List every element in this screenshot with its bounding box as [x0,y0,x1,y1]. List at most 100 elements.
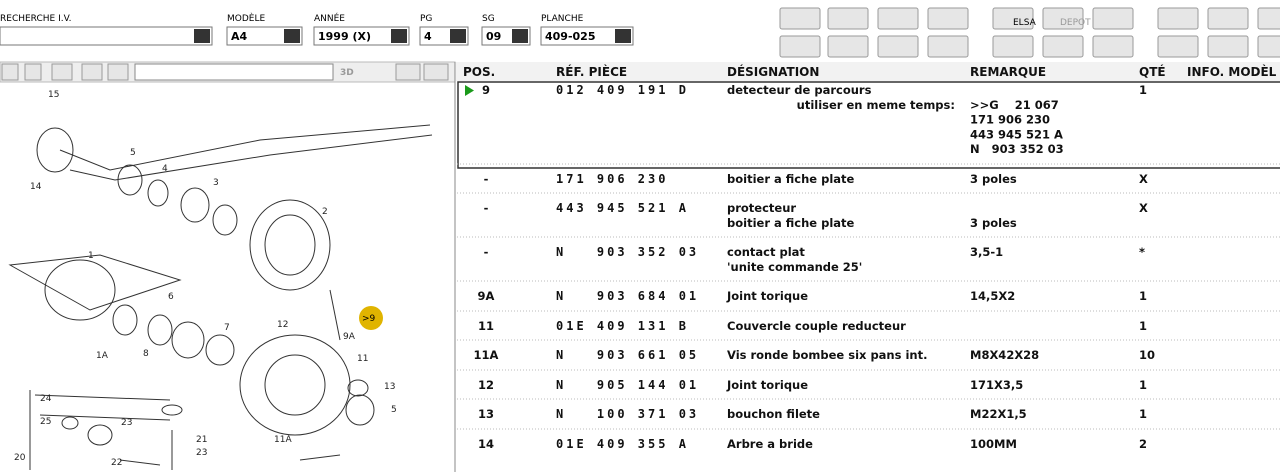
pos-cell[interactable]: - [484,245,489,259]
remark-cell: 171X3,5 [970,378,1023,392]
callout-number: 1A [96,351,109,361]
dropdown-arrow[interactable] [512,29,528,43]
tool-button[interactable] [927,7,969,30]
pos-cell[interactable]: 14 [478,437,494,451]
callout-number: 25 [40,417,51,427]
designation-cell: utiliser en meme temps: [797,98,955,112]
tool-button[interactable] [1092,7,1134,30]
tool-button[interactable] [992,35,1034,58]
field-select[interactable] [226,26,303,46]
tool-button[interactable] [1207,7,1249,30]
ref-cell[interactable]: N 905 144 01 [556,378,699,392]
tool-button[interactable] [1092,35,1134,58]
tool-button[interactable] [877,7,919,30]
pos-cell[interactable]: 11 [478,319,494,333]
callout-number: 2 [322,207,328,217]
remark-cell: 171 906 230 [970,113,1050,127]
dropdown-arrow[interactable] [450,29,466,43]
remark-cell: M8X42X28 [970,348,1039,362]
selected-row[interactable] [457,81,1280,169]
zoom-out[interactable] [24,63,42,81]
tool-button[interactable] [992,7,1034,30]
remark-cell: 443 945 521 A [970,127,1063,141]
column-header: INFO. MODÈL [1187,64,1277,79]
ref-cell[interactable]: 443 945 521 A [556,201,689,215]
elsa-label: ELSA [1013,18,1037,28]
callout-number: 5 [130,148,136,158]
tool-button[interactable] [1207,35,1249,58]
depot-label: DEPOT [1060,18,1091,28]
field-select[interactable] [540,26,634,46]
callout-number: 11A [274,435,292,445]
callout-number: 15 [48,90,59,100]
marker-circle[interactable] [359,306,383,330]
field-select[interactable] [313,26,410,46]
column-header: REMARQUE [970,65,1046,79]
mode-3d[interactable]: 3D [340,68,354,78]
exploded-diagram [8,124,433,470]
tool-button[interactable] [827,7,869,30]
qty-cell: X [1139,201,1148,215]
ref-cell[interactable]: 01E 409 355 A [556,437,689,451]
ref-cell[interactable]: N 100 371 03 [556,407,699,421]
tool-button[interactable] [1157,35,1199,58]
tool-button[interactable] [877,35,919,58]
diagram-input[interactable] [134,63,334,81]
pos-cell[interactable]: 13 [478,407,494,421]
qty-cell: 1 [1139,407,1147,421]
callout-number: 23 [121,418,132,428]
qty-cell: 1 [1139,83,1147,97]
callout-number: 3 [213,178,219,188]
pos-cell[interactable]: - [484,172,489,186]
ref-cell[interactable]: N 903 661 05 [556,348,699,362]
qty-cell: 2 [1139,437,1147,451]
tool-button[interactable] [1157,7,1199,30]
layout-tool[interactable] [395,63,421,81]
field-value: 09 [486,30,501,43]
column-header: RÉF. PIÈCE [556,64,627,79]
search-tool[interactable] [107,63,129,81]
dropdown-arrow[interactable] [391,29,407,43]
position-marker[interactable]: >9 [362,314,376,324]
callout-number: 9A [343,332,356,342]
tool-button[interactable] [1257,7,1280,30]
callout-number: 6 [168,292,174,302]
remark-cell: 100MM [970,437,1017,451]
field-value: 4 [424,30,432,43]
zoom-in[interactable] [1,63,19,81]
tool-button[interactable] [1042,35,1084,58]
remark-cell: N 903 352 03 [970,142,1064,156]
pos-cell[interactable]: 12 [478,378,494,392]
pos-cell[interactable]: - [484,201,489,215]
zoom-fit[interactable] [51,63,73,81]
tool-button[interactable] [1257,35,1280,58]
pos-cell[interactable]: 11A [474,348,499,362]
dropdown-arrow[interactable] [284,29,300,43]
ref-cell[interactable]: 171 906 230 [556,172,668,186]
zoom-page[interactable] [81,63,103,81]
remark-cell: 3 poles [970,172,1017,186]
ref-cell[interactable]: N 903 684 01 [556,289,699,303]
field-label: ANNÉE [314,12,345,24]
ref-cell[interactable]: 012 409 191 D [556,83,689,97]
column-header: POS. [463,65,495,79]
tool-button[interactable] [827,35,869,58]
callout-number: 8 [143,349,149,359]
dropdown-arrow[interactable] [194,29,210,43]
field-value: 1999 (X) [318,30,371,43]
callout-number: 4 [162,164,168,174]
tool-button[interactable] [779,7,821,30]
move-tool[interactable] [423,63,449,81]
ref-cell[interactable]: N 903 352 03 [556,245,699,259]
dropdown-arrow[interactable] [615,29,631,43]
qty-cell: X [1139,172,1148,186]
ref-cell[interactable]: 01E 409 131 B [556,319,689,333]
pos-cell[interactable]: 9 [482,83,490,97]
tool-button[interactable] [927,35,969,58]
designation-cell: protecteur [727,201,796,215]
search-input[interactable] [0,26,213,46]
tool-button[interactable] [1042,7,1084,30]
tool-button[interactable] [779,35,821,58]
pos-cell[interactable]: 9A [478,289,495,303]
